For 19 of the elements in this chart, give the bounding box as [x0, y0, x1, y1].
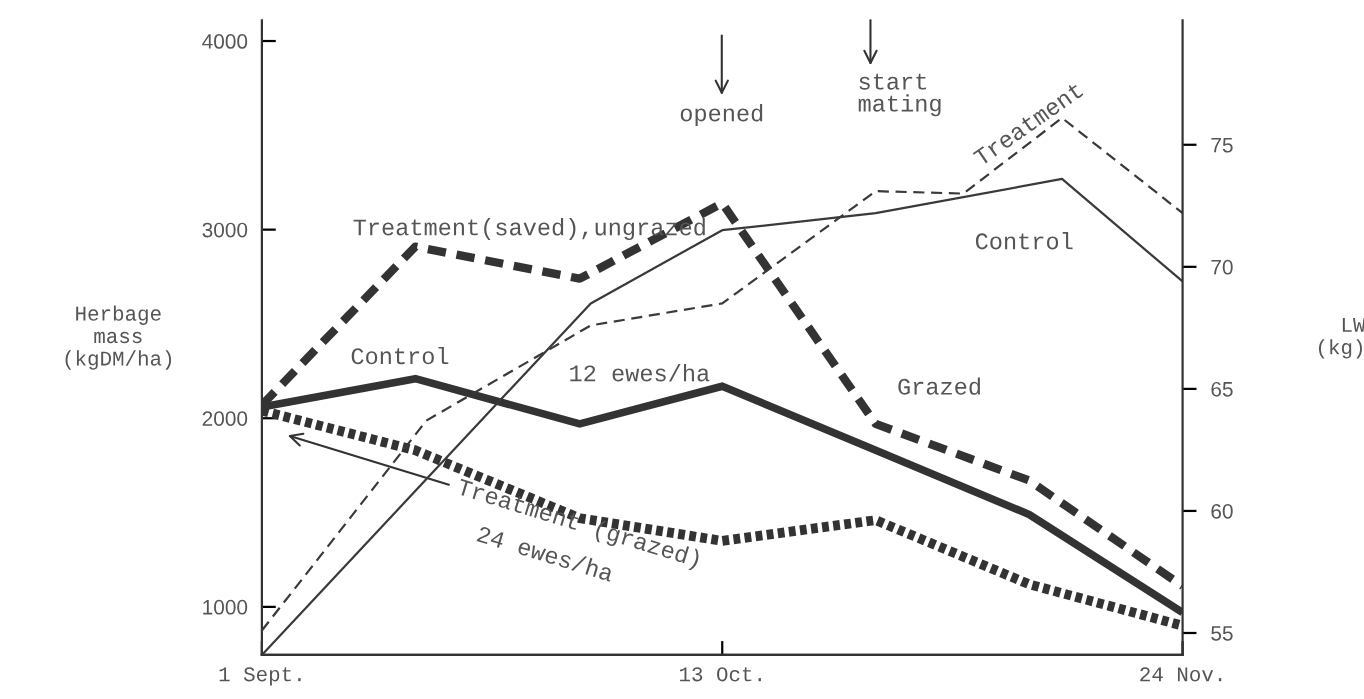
- y2-tick-label: 60: [1211, 503, 1233, 519]
- annotation: Control: [351, 346, 449, 365]
- y-tick-label: 4000: [202, 34, 248, 49]
- y-tick-label: 1000: [203, 599, 248, 615]
- annotation: Grazed: [898, 377, 980, 395]
- x-tick-label: 1 Sept.: [219, 667, 301, 686]
- annotation: 12 ewes/ha: [570, 364, 710, 382]
- annotation: start mating: [858, 73, 941, 117]
- x-tick-label: 24 Nov.: [1140, 667, 1222, 682]
- annotation: opened: [680, 104, 763, 127]
- y-tick-label: 2000: [202, 411, 248, 426]
- y2-tick-label: 65: [1211, 381, 1233, 397]
- x-tick-label: 13 Oct.: [679, 667, 761, 682]
- y-axis-title: Herbage mass (kgDM/ha): [65, 305, 172, 370]
- y-tick-label: 3000: [202, 222, 248, 238]
- y2-tick-label: 55: [1211, 626, 1233, 641]
- y2-tick-label: 70: [1211, 259, 1233, 275]
- y2-tick-label: 75: [1211, 137, 1233, 153]
- annotation: Control: [975, 232, 1073, 250]
